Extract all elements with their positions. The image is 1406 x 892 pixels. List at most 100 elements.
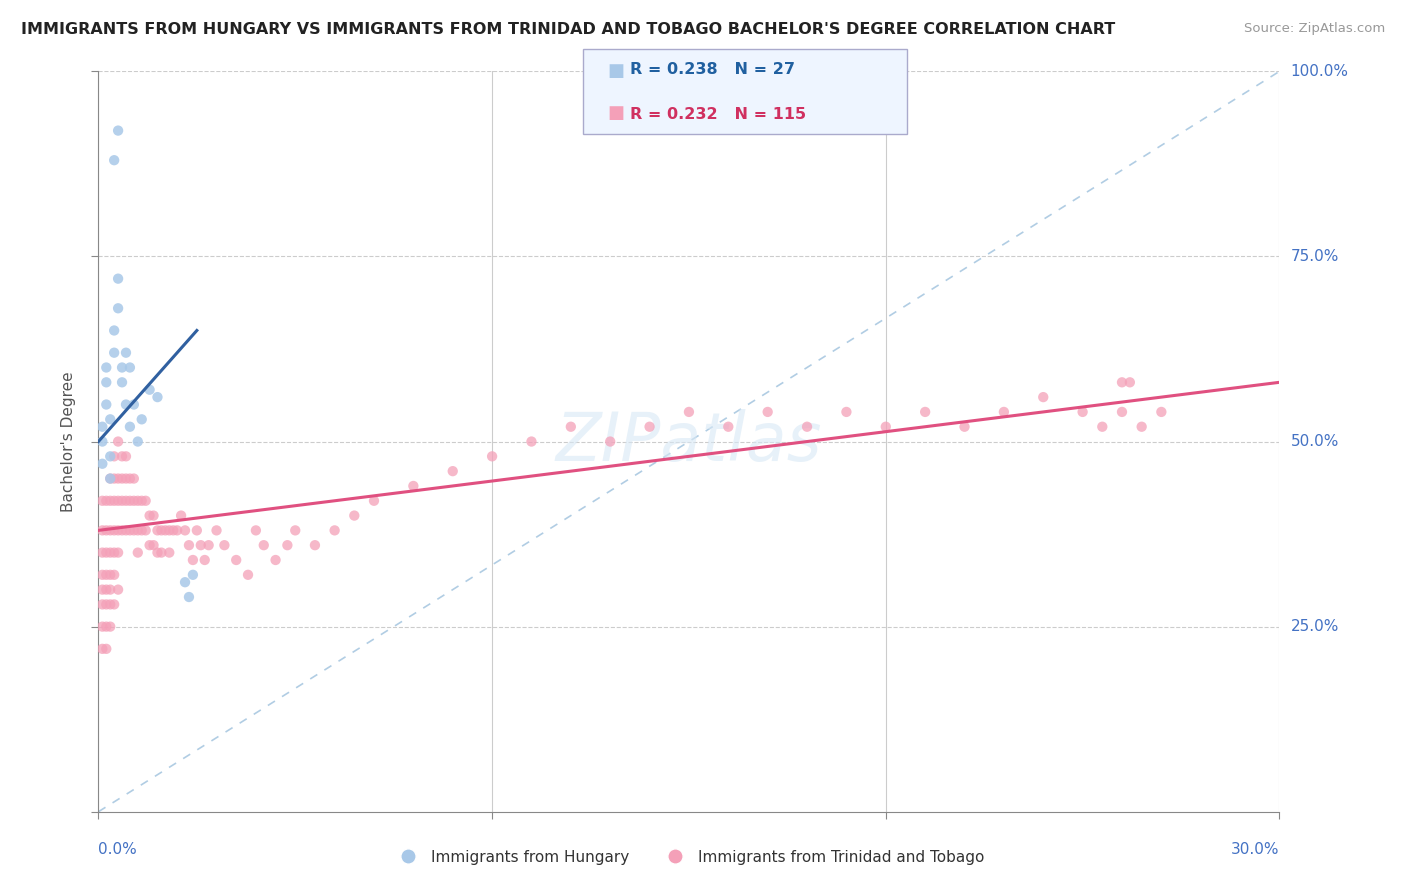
Point [170, 508, 193, 523]
Point [115, 524, 138, 538]
Point [127, 524, 149, 538]
Point [107, 471, 129, 485]
Point [98, 546, 121, 560]
Point [146, 390, 169, 404]
Point [1150, 405, 1173, 419]
Point [1111, 405, 1133, 419]
Point [875, 419, 897, 434]
Point [98, 524, 121, 538]
Point [115, 493, 138, 508]
Point [103, 493, 125, 508]
Point [796, 419, 818, 434]
Point [96, 360, 118, 375]
Point [190, 538, 212, 552]
Point [96, 567, 118, 582]
Point [91, 457, 114, 471]
Point [107, 493, 129, 508]
Text: R = 0.232   N = 115: R = 0.232 N = 115 [630, 107, 806, 122]
Point [91, 524, 114, 538]
Point [276, 538, 298, 552]
Point [96, 619, 118, 633]
Text: ZIPatlas: ZIPatlas [555, 409, 823, 475]
Point [157, 524, 180, 538]
Point [111, 471, 134, 485]
Point [122, 524, 145, 538]
Point [174, 524, 197, 538]
Point [96, 493, 118, 508]
Point [1111, 376, 1133, 390]
Point [441, 464, 464, 478]
Point [111, 493, 134, 508]
Point [111, 376, 134, 390]
Point [91, 546, 114, 560]
Point [107, 123, 129, 137]
Point [96, 598, 118, 612]
Point [103, 153, 125, 168]
Text: R = 0.238   N = 27: R = 0.238 N = 27 [630, 62, 794, 78]
Point [181, 553, 204, 567]
Point [138, 538, 160, 552]
Point [96, 398, 118, 412]
Point [96, 376, 118, 390]
Point [638, 419, 661, 434]
Point [146, 524, 169, 538]
Point [323, 524, 346, 538]
Point [96, 641, 118, 656]
Point [135, 524, 157, 538]
Point [1119, 376, 1142, 390]
Text: 30.0%: 30.0% [1232, 842, 1279, 857]
Point [98, 582, 121, 597]
Point [157, 546, 180, 560]
Text: ■: ■ [607, 104, 624, 122]
Point [678, 405, 700, 419]
Point [118, 419, 141, 434]
Point [914, 405, 936, 419]
Point [118, 524, 141, 538]
Point [1091, 419, 1114, 434]
Point [118, 360, 141, 375]
Point [115, 345, 138, 359]
Point [205, 524, 228, 538]
Text: ■: ■ [607, 62, 624, 80]
Point [96, 524, 118, 538]
Point [225, 553, 247, 567]
Point [1071, 405, 1094, 419]
Point [91, 598, 114, 612]
Point [103, 567, 125, 582]
Point [717, 419, 740, 434]
Point [284, 524, 307, 538]
Point [98, 598, 121, 612]
Point [835, 405, 858, 419]
Point [197, 538, 219, 552]
Point [98, 450, 121, 464]
Text: 50.0%: 50.0% [1291, 434, 1339, 449]
Point [103, 345, 125, 359]
Point [122, 493, 145, 508]
Point [115, 471, 138, 485]
Point [162, 524, 184, 538]
Point [253, 538, 276, 552]
Point [96, 546, 118, 560]
Point [181, 567, 204, 582]
Point [103, 524, 125, 538]
Point [131, 524, 153, 538]
Point [91, 434, 114, 449]
Point [146, 546, 169, 560]
Point [264, 553, 287, 567]
Point [91, 641, 114, 656]
Point [127, 546, 149, 560]
Point [111, 524, 134, 538]
Point [122, 398, 145, 412]
Point [186, 524, 208, 538]
Point [214, 538, 236, 552]
Point [107, 271, 129, 285]
Point [138, 383, 160, 397]
Point [174, 575, 197, 590]
Text: IMMIGRANTS FROM HUNGARY VS IMMIGRANTS FROM TRINIDAD AND TOBAGO BACHELOR'S DEGREE: IMMIGRANTS FROM HUNGARY VS IMMIGRANTS FR… [21, 22, 1115, 37]
Point [107, 582, 129, 597]
Point [96, 582, 118, 597]
Point [103, 471, 125, 485]
Point [1130, 419, 1153, 434]
Text: 25.0%: 25.0% [1291, 619, 1339, 634]
Point [150, 524, 173, 538]
